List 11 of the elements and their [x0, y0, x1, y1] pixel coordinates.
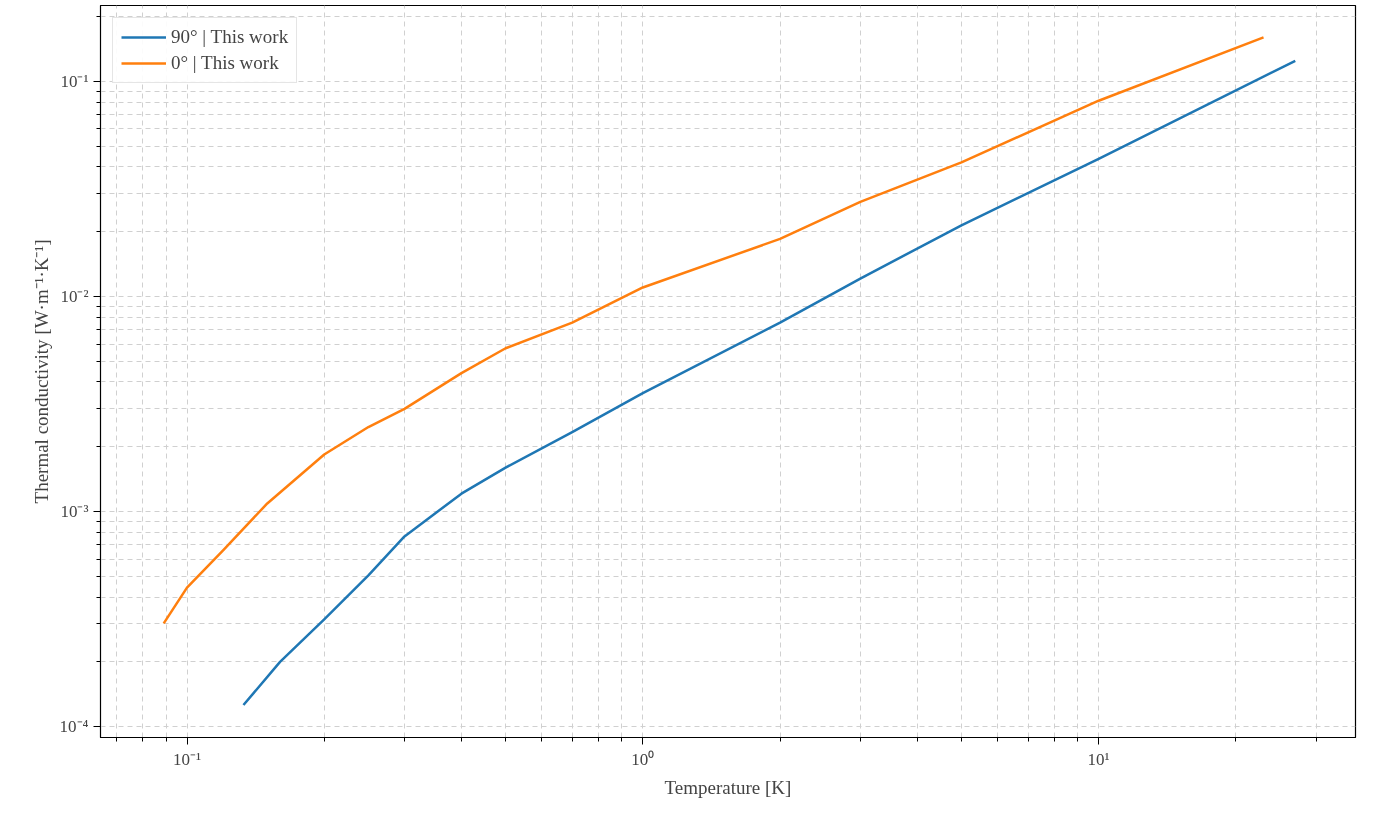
x-tick-label: 10⁰ [631, 749, 655, 769]
x-tick-label: 10⁻¹ [172, 749, 202, 769]
x-axis-title: Temperature [K] [664, 776, 792, 798]
y-axis-title: Thermal conductivity [W·m⁻¹·K⁻¹] [30, 239, 52, 504]
x-tick-label: 10¹ [1087, 749, 1110, 769]
y-tick-label: 10⁻³ [60, 502, 89, 521]
legend-label: 0° | This work [171, 52, 279, 74]
y-tick-label: 10⁻⁴ [59, 717, 89, 737]
y-tick-label: 10⁻² [60, 286, 89, 306]
legend-label: 90° | This work [171, 26, 289, 48]
y-tick-label: 10⁻¹ [60, 71, 89, 91]
